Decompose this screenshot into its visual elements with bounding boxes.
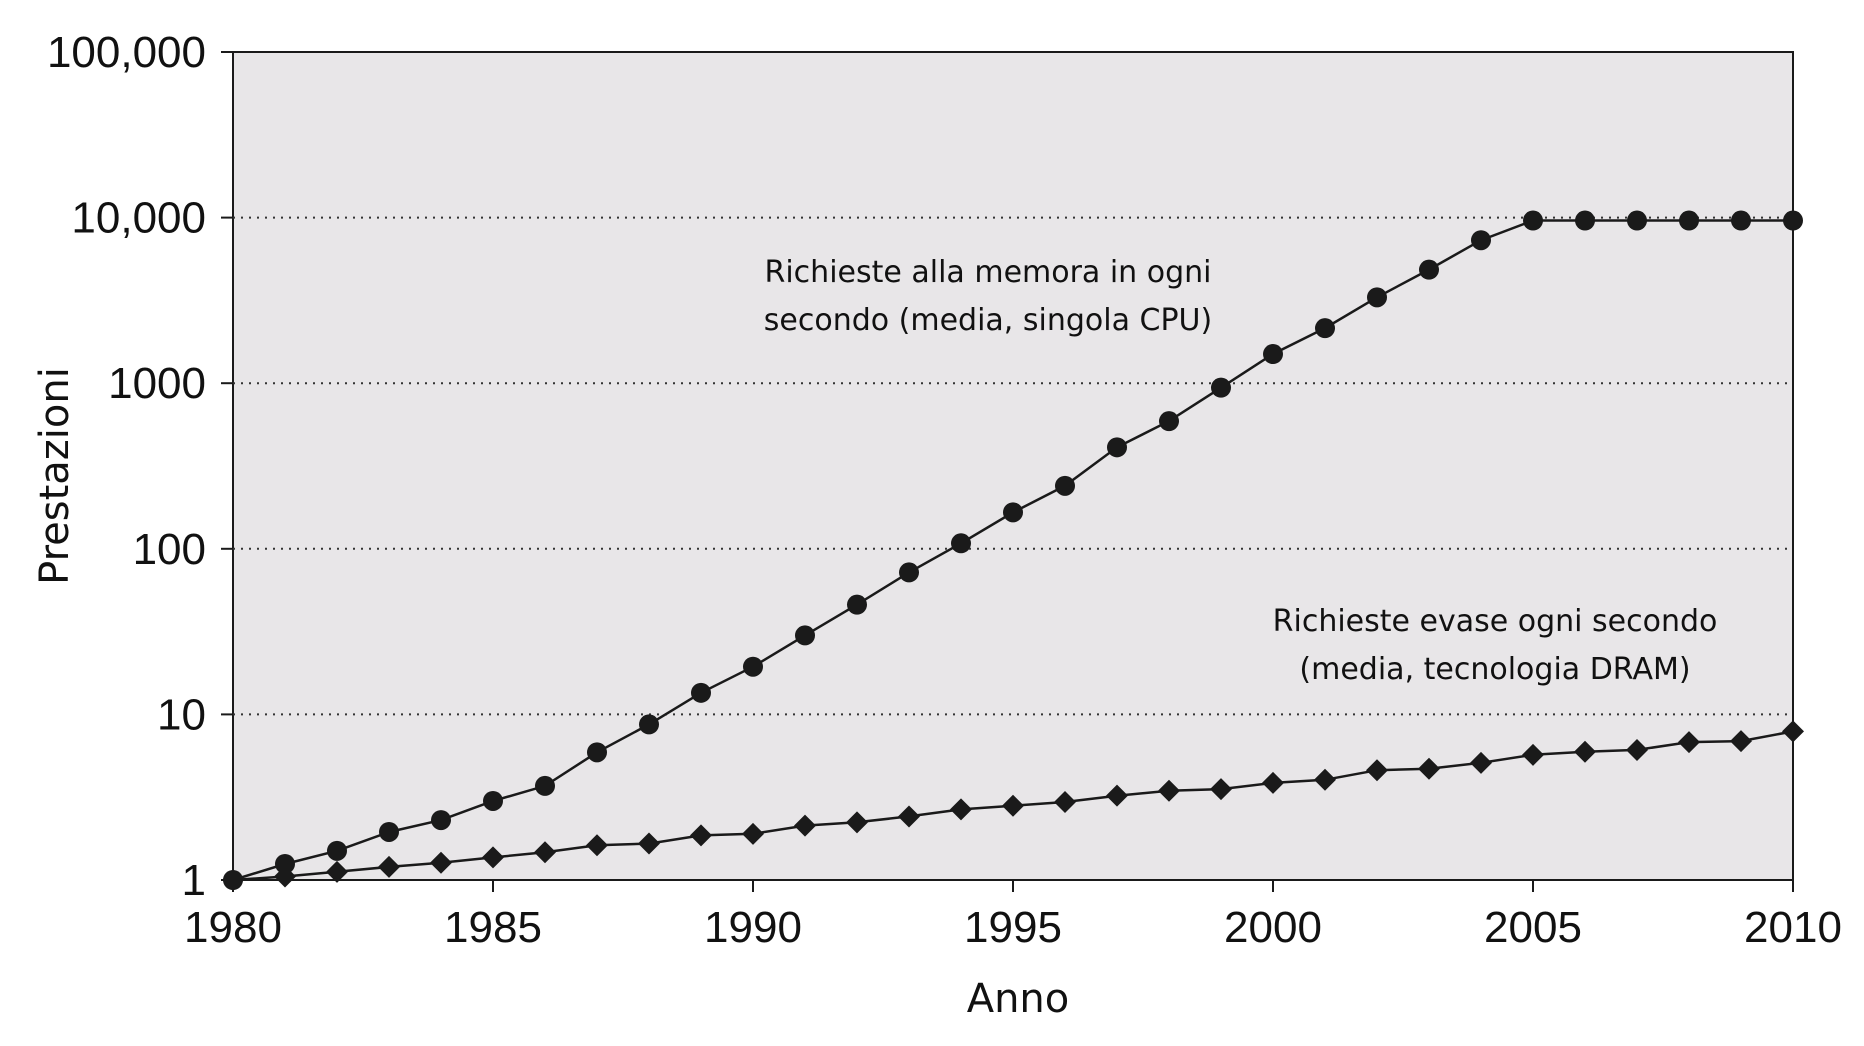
data-point-diamond	[846, 811, 868, 834]
data-point-circle	[847, 594, 867, 615]
data-point-circle	[535, 775, 555, 796]
data-point-circle	[1367, 287, 1387, 308]
x-tick-label: 2010	[1744, 903, 1842, 952]
y-tick-label: 1000	[108, 359, 206, 408]
series-annotation-line: secondo (media, singola CPU)	[764, 303, 1212, 338]
y-tick-label: 100	[133, 525, 206, 574]
x-tick-label: 1980	[184, 903, 282, 952]
x-tick-label: 2005	[1484, 903, 1582, 952]
data-point-diamond	[638, 832, 660, 855]
data-point-circle	[1731, 210, 1751, 231]
y-tick-label: 1	[182, 856, 206, 905]
series-annotation-line: Richieste evase ogni secondo	[1273, 604, 1718, 639]
data-point-diamond	[430, 851, 452, 874]
data-point-circle	[1419, 259, 1439, 280]
data-point-circle	[379, 821, 399, 842]
data-point-circle	[275, 853, 295, 874]
data-point-diamond	[742, 822, 764, 845]
data-point-circle	[431, 810, 451, 831]
data-point-circle	[1159, 411, 1179, 432]
x-tick-label: 1985	[444, 903, 542, 952]
data-point-diamond	[1366, 759, 1388, 782]
data-point-diamond	[794, 814, 816, 837]
y-tick-label: 10,000	[71, 194, 206, 243]
data-point-circle	[795, 625, 815, 646]
data-point-circle	[691, 682, 711, 703]
y-axis-title: Prestazioni	[32, 367, 78, 585]
x-axis-title: Anno	[967, 976, 1070, 1022]
data-point-diamond	[1574, 740, 1596, 763]
data-point-circle	[899, 562, 919, 583]
data-point-circle	[951, 533, 971, 554]
data-point-circle	[1211, 377, 1231, 398]
plot-area	[232, 51, 1794, 881]
data-point-diamond	[1730, 730, 1752, 753]
data-point-diamond	[1210, 778, 1232, 801]
y-tick-label: 10	[157, 690, 206, 739]
data-point-diamond	[950, 798, 972, 821]
data-point-diamond	[326, 860, 348, 883]
data-point-circle	[639, 714, 659, 735]
axes-group	[221, 51, 1794, 892]
data-point-circle	[587, 742, 607, 763]
data-point-diamond	[1418, 757, 1440, 780]
data-point-diamond	[1522, 743, 1544, 766]
x-tick-label: 1995	[964, 903, 1062, 952]
data-point-circle	[1003, 502, 1023, 523]
data-point-diamond	[898, 805, 920, 828]
data-point-diamond	[690, 824, 712, 847]
y-tick-label: 100,000	[47, 28, 206, 77]
data-point-circle	[1679, 210, 1699, 231]
x-tick-label: 1990	[704, 903, 802, 952]
data-point-diamond	[378, 855, 400, 878]
data-point-circle	[1315, 318, 1335, 339]
data-point-circle	[1055, 475, 1075, 496]
series-annotation-line: Richieste alla memora in ogni	[765, 255, 1212, 290]
data-point-circle	[1627, 210, 1647, 231]
data-point-circle	[1783, 210, 1803, 231]
data-point-diamond	[1470, 751, 1492, 774]
data-point-circle	[1263, 344, 1283, 365]
x-tick-label: 2000	[1224, 903, 1322, 952]
data-point-diamond	[1054, 790, 1076, 813]
data-point-diamond	[1158, 779, 1180, 802]
data-point-diamond	[274, 865, 296, 888]
data-point-diamond	[1678, 731, 1700, 754]
data-point-circle	[1575, 210, 1595, 231]
data-point-circle	[483, 790, 503, 811]
data-point-circle	[327, 840, 347, 861]
data-point-diamond	[586, 834, 608, 857]
data-point-diamond	[534, 841, 556, 864]
data-point-diamond	[1262, 771, 1284, 794]
plot-area-group	[232, 51, 1794, 881]
data-point-circle	[1523, 210, 1543, 231]
data-point-circle	[743, 656, 763, 677]
data-point-diamond	[1002, 794, 1024, 817]
series-annotation-line: (media, tecnologia DRAM)	[1299, 652, 1690, 687]
data-point-diamond	[1626, 738, 1648, 761]
data-point-diamond	[482, 846, 504, 869]
data-point-circle	[1107, 437, 1127, 458]
series-group	[222, 210, 1804, 891]
data-point-circle	[1471, 230, 1491, 251]
data-point-diamond	[1314, 768, 1336, 791]
data-point-diamond	[1782, 720, 1804, 743]
text-group: 1 10 100 1000 10,000 100,000 1980 1985 1990 1995 2…	[32, 28, 1842, 1022]
data-point-diamond	[1106, 784, 1128, 807]
